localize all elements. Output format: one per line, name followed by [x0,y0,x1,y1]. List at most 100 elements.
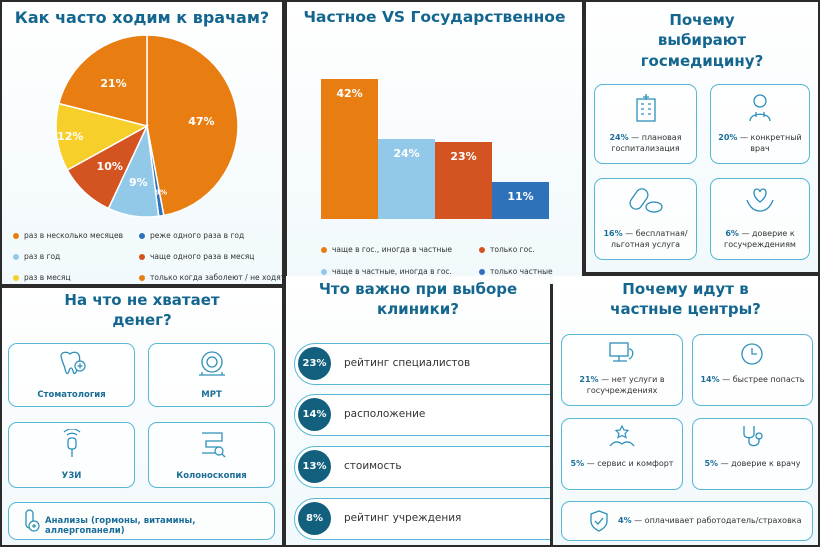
reason-percent: 24% [609,133,629,142]
hospital-icon [635,94,656,122]
reason-text: — бесплатная/ льготная услуга [610,229,688,249]
mri-icon [198,351,225,376]
panel-why-private: Почему идут в частные центры? 21% — нет … [553,276,818,545]
legend-item: чаще в частные, иногда в гос. [321,267,452,276]
reason-percent: 14% [700,375,720,384]
reason-text: — плановая госпитализация [611,133,682,153]
panel-title: Частное VS Государственное [303,8,566,26]
doctor-icon [749,94,771,122]
shield-check-icon [590,510,608,532]
reason-card-trust-doctor: 5% — доверие к врачу [692,418,813,490]
test-tube-icon [25,509,40,532]
pie-slice [146,34,239,217]
bar-value-label: 42% [336,87,363,100]
criterion-percent: 14% [298,398,331,431]
pie-slice [57,34,148,127]
intestine-icon [201,432,225,458]
panel-clinic-choice: Что важно при выборе клиники? 23% рейтинг… [286,276,550,545]
reason-card-no-service: 21% — нет услуги в госучреждениях [561,334,683,406]
bar: 11% [492,182,549,219]
panel-title: Почему идут в частные центры? [610,280,761,319]
service-card-mri: МРТ [148,343,275,407]
reason-percent: 5% [704,459,719,468]
pie-slice-label: 0.9% [148,189,167,197]
criterion-text: рейтинг учреждения [344,512,462,524]
reason-card-hospitalization: 24% — плановая госпитализация [594,84,697,164]
ultrasound-machine-icon [609,342,634,362]
panel-title: Как часто ходим к врачам? [14,8,270,27]
reason-text: — доверие к госучреждениям [724,229,796,249]
reason-card-employer: 4% — оплачивает работодатель/страховка [561,501,813,541]
service-card-ultrasound: УЗИ [8,422,135,488]
criterion-item: 23% рейтинг специалистов [294,343,550,385]
reason-text: — конкретный врач [739,133,802,153]
legend-item: раз в год [13,252,60,261]
pie-chart: 47% 0.9%9% 10% 12% 21% [55,34,239,218]
pills-icon [628,188,663,213]
legend-item: реже одного раза в год [139,231,244,240]
reason-text: — оплачивает работодатель/страховка [634,516,802,525]
panel-title: Почему выбирают госмедицину? [640,11,764,70]
legend-item: только когда заболеют / не ходят [139,273,282,282]
pie-slice-label: 9% [129,176,148,189]
criterion-text: стоимость [344,460,402,472]
legend-item: чаще одного раза в месяц [139,252,254,261]
reason-percent: 4% [618,516,632,525]
bar: 23% [435,142,492,219]
reason-percent: 6% [725,229,739,238]
bar-value-label: 24% [393,147,420,160]
criterion-percent: 13% [298,450,331,483]
service-stars-icon [609,424,635,447]
criterion-percent: 23% [298,347,331,380]
reason-card-comfort: 5% — сервис и комфорт [561,418,683,490]
clock-icon [740,343,763,365]
reason-card-trust: 6% — доверие к госучреждениям [710,178,810,260]
reason-text: — доверие к врачу [720,459,801,468]
panel-why-public: Почему выбирают госмедицину? 24% — плано… [586,2,818,272]
legend-item: раз в месяц [13,273,71,282]
legend-item: только гос. [479,245,535,254]
pie-slice-label: 10% [97,160,123,173]
reason-card-faster: 14% — быстрее попасть [692,334,813,406]
reason-percent: 5% [570,459,585,468]
bar: 42% [321,79,378,219]
stethoscope-icon [742,426,763,447]
reason-percent: 21% [579,375,599,384]
reason-text: — быстрее попасть [722,375,805,384]
criterion-percent: 8% [298,502,331,535]
panel-visit-frequency: Как часто ходим к врачам? 47% 0.9% 9% 10% 12… [2,2,282,284]
legend-item: только частные [479,267,553,276]
bar-chart: 42% 24% 23% 11% [287,2,582,284]
criterion-item: 13% стоимость [294,446,550,488]
service-label: Стоматология [37,390,106,400]
reason-percent: 20% [718,133,738,142]
service-card-analyses: Анализы (гормоны, витамины, аллергопанел… [8,502,275,540]
ultrasound-icon [63,429,80,457]
pie-slice-label: 47% [188,115,214,128]
service-card-dentistry: Стоматология [8,343,135,407]
criterion-item: 14% расположение [294,394,550,436]
pie-slice-label: 12% [57,130,83,143]
panel-title: Что важно при выборе клиники? [318,280,518,319]
pie-slice-label: 21% [100,77,126,90]
tooth-icon [59,351,86,375]
panel-title: На что не хватает денег? [64,291,220,330]
reason-text: — нет услуги в госучреждениях [586,375,665,395]
criterion-text: расположение [344,408,426,420]
pie-slice [55,102,150,172]
service-card-colonoscopy: Колоноскопия [148,422,275,488]
criterion-item: 8% рейтинг учреждения [294,498,550,540]
legend-item: раз в несколько месяцев [13,231,123,240]
reason-text: — сервис и комфорт [586,459,674,468]
service-label: Колоноскопия [176,471,247,481]
bar: 24% [378,139,435,219]
criterion-text: рейтинг специалистов [344,357,471,369]
reason-card-free-service: 16% — бесплатная/ льготная услуга [594,178,697,260]
service-label: МРТ [201,390,222,400]
panel-private-vs-public: Частное VS Государственное 42% 24% 23% 11% … [287,2,582,284]
bar-value-label: 23% [450,150,477,164]
service-label: УЗИ [61,471,82,481]
bar-value-label: 11% [507,190,534,204]
reason-card-doctor: 20% — конкретный врач [710,84,810,164]
reason-percent: 16% [603,229,623,238]
